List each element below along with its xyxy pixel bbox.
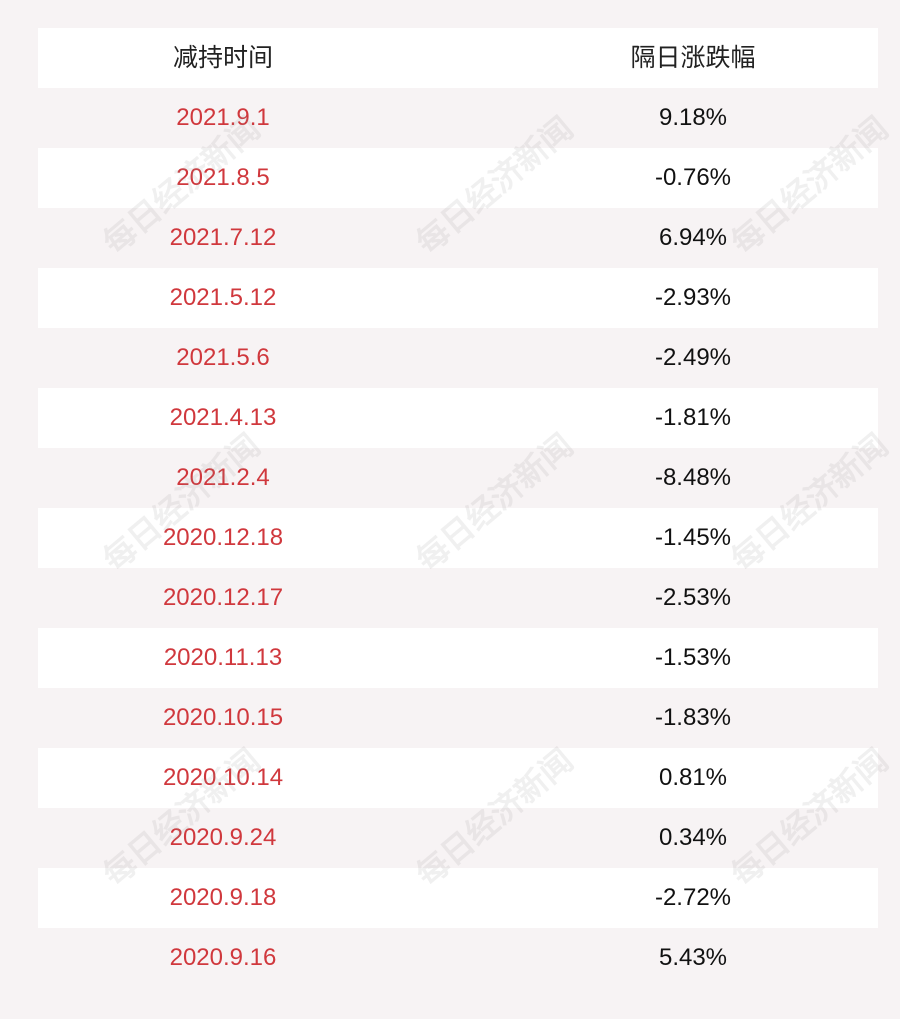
change-cell: -8.48% bbox=[654, 464, 732, 491]
table-row: 2020.9.24 0.34% bbox=[38, 808, 878, 868]
change-cell: 6.94% bbox=[658, 224, 728, 251]
header-date: 减持时间 bbox=[172, 44, 273, 72]
change-cell: -0.76% bbox=[654, 164, 732, 191]
change-cell: 9.18% bbox=[658, 104, 728, 131]
table-row: 2020.11.13 -1.53% bbox=[38, 628, 878, 688]
date-cell: 2020.10.15 bbox=[162, 704, 284, 731]
date-cell: 2021.8.5 bbox=[176, 164, 270, 191]
table-header: 减持时间 隔日涨跌幅 bbox=[38, 28, 878, 88]
table-row: 2021.5.6 -2.49% bbox=[38, 328, 878, 388]
table-row: 2020.9.16 5.43% bbox=[38, 928, 878, 988]
table-row: 2020.10.15 -1.83% bbox=[38, 688, 878, 748]
date-cell: 2020.10.14 bbox=[162, 764, 284, 791]
date-cell: 2020.12.18 bbox=[162, 524, 284, 551]
change-cell: -1.83% bbox=[654, 704, 732, 731]
table-row: 2020.10.14 0.81% bbox=[38, 748, 878, 808]
change-cell: -2.49% bbox=[654, 344, 732, 371]
table-row: 2020.12.18 -1.45% bbox=[38, 508, 878, 568]
data-table: 减持时间 隔日涨跌幅 2021.9.1 9.18% 2021.8.5 -0.76% 20… bbox=[38, 28, 878, 988]
date-cell: 2020.9.18 bbox=[169, 884, 277, 911]
table-row: 2021.8.5 -0.76% bbox=[38, 148, 878, 208]
table-row: 2020.9.18 -2.72% bbox=[38, 868, 878, 928]
table-row: 2021.5.12 -2.93% bbox=[38, 268, 878, 328]
date-cell: 2021.2.4 bbox=[176, 464, 270, 491]
change-cell: 0.81% bbox=[658, 764, 728, 791]
change-cell: 0.34% bbox=[658, 824, 728, 851]
change-cell: 5.43% bbox=[658, 944, 728, 971]
date-cell: 2020.9.24 bbox=[169, 824, 277, 851]
table-row: 2020.12.17 -2.53% bbox=[38, 568, 878, 628]
date-cell: 2020.12.17 bbox=[162, 584, 284, 611]
date-cell: 2021.9.1 bbox=[176, 104, 270, 131]
date-cell: 2020.9.16 bbox=[169, 944, 277, 971]
change-cell: -1.45% bbox=[654, 524, 732, 551]
date-cell: 2021.7.12 bbox=[169, 224, 277, 251]
change-cell: -2.93% bbox=[654, 284, 732, 311]
table-row: 2021.9.1 9.18% bbox=[38, 88, 878, 148]
table-row: 2021.7.12 6.94% bbox=[38, 208, 878, 268]
change-cell: -1.81% bbox=[654, 404, 732, 431]
table-body: 2021.9.1 9.18% 2021.8.5 -0.76% 2021.7.12 6.94… bbox=[38, 88, 878, 988]
date-cell: 2020.11.13 bbox=[163, 644, 283, 671]
header-change: 隔日涨跌幅 bbox=[630, 44, 756, 72]
date-cell: 2021.5.6 bbox=[176, 344, 270, 371]
table-row: 2021.2.4 -8.48% bbox=[38, 448, 878, 508]
change-cell: -2.72% bbox=[654, 884, 732, 911]
date-cell: 2021.5.12 bbox=[169, 284, 277, 311]
date-cell: 2021.4.13 bbox=[169, 404, 277, 431]
table-row: 2021.4.13 -1.81% bbox=[38, 388, 878, 448]
change-cell: -2.53% bbox=[654, 584, 732, 611]
change-cell: -1.53% bbox=[654, 644, 732, 671]
